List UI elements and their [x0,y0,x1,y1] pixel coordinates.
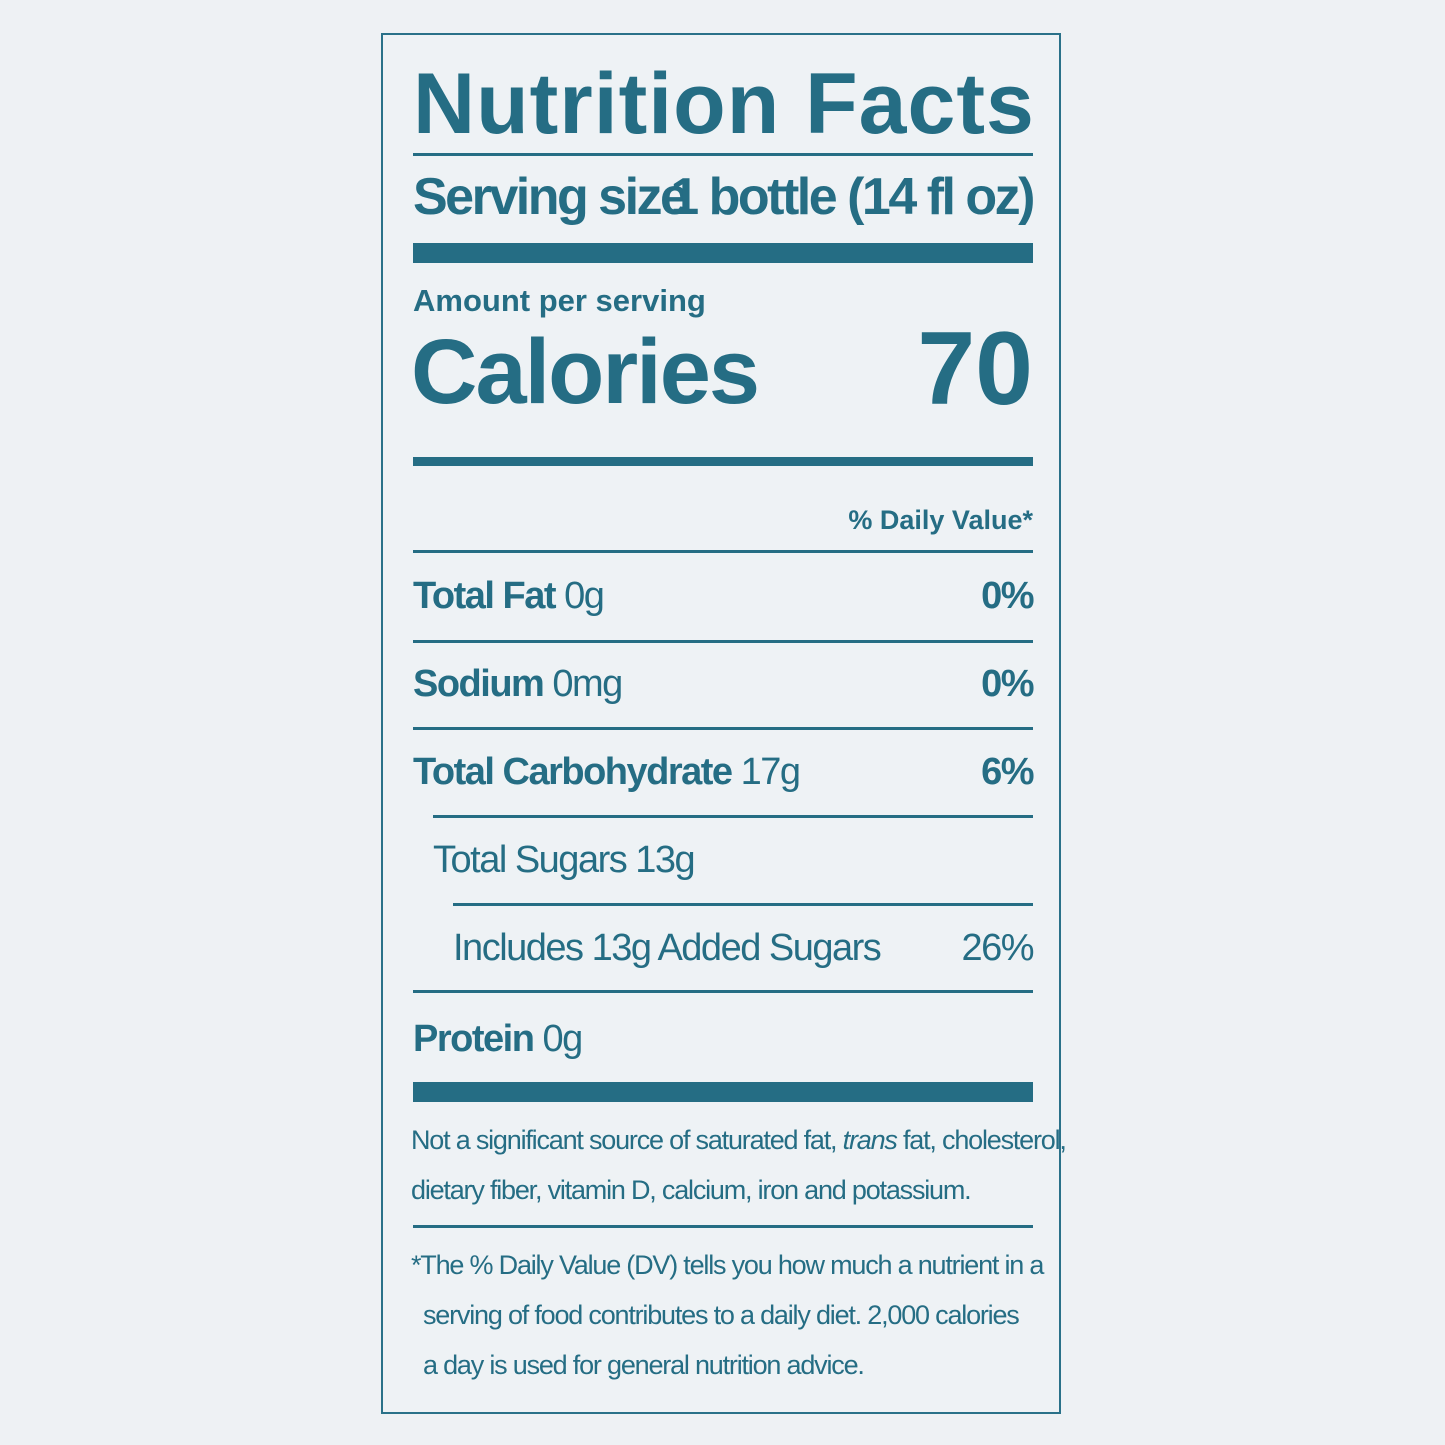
serving-size-value: 1 bottle (14 fl oz) [670,168,1035,226]
footnote-line3: a day is used for general nutrition advi… [423,1350,865,1380]
nutrient-row-added-sugars: Includes 13g Added Sugars 26% [453,927,1034,970]
nutrient-amount: 0g [542,1018,583,1060]
divider [413,550,1033,553]
thick-divider [413,1082,1033,1102]
nutrient-row-protein: Protein 0g [413,1018,1033,1061]
nutrient-name: Sodium [413,663,545,705]
divider [433,815,1033,818]
medium-divider [413,457,1033,466]
nutrient-dv: 0% [981,575,1034,617]
divider [413,990,1033,993]
nutrient-name: Total Carbohydrate [413,751,733,793]
note-text: Not a significant source of saturated fa… [411,1125,843,1155]
label-title: Nutrition Facts [413,56,1035,152]
not-significant-note: Not a significant source of saturated fa… [411,1125,1067,1156]
nutrient-name: Total Fat [413,575,557,617]
nutrient-name: Protein [413,1018,535,1060]
footnote-line1: *The % Daily Value (DV) tells you how mu… [411,1250,1044,1280]
note-trans: trans [842,1125,898,1155]
serving-size-label: Serving size [413,168,689,226]
nutrient-dv: 0% [981,663,1034,705]
not-significant-note-line2: dietary fiber, vitamin D, calcium, iron … [411,1175,972,1205]
nutrient-amount: 17g [740,751,801,793]
nutrient-row-total-sugars: Total Sugars 13g [433,839,1033,882]
divider [413,153,1033,156]
amount-per-serving: Amount per serving [413,283,706,318]
daily-value-header: % Daily Value* [848,505,1033,535]
divider [413,640,1033,643]
calories-label: Calories [411,321,760,423]
calories-value: 70 [917,311,1033,427]
nutrient-row-total-carbohydrate: Total Carbohydrate 17g 6% [413,751,1034,794]
nutrient-row-total-fat: Total Fat 0g 0% [413,575,1034,618]
nutrient-amount: 0g [564,575,605,617]
nutrition-facts-label: Nutrition Facts Serving size 1 bottle (1… [381,33,1067,1414]
thick-divider [413,243,1033,263]
nutrient-dv: 26% [961,927,1034,969]
divider [413,727,1033,730]
note-text: fat, cholesterol, [896,1125,1067,1155]
nutrient-name: Total Sugars 13g [433,839,696,881]
nutrient-row-sodium: Sodium 0mg 0% [413,663,1034,706]
divider [453,903,1033,906]
footnote-line2: serving of food contributes to a daily d… [423,1300,1020,1330]
nutrient-amount: 0mg [552,663,623,705]
nutrient-dv: 6% [981,751,1034,793]
nutrient-name: Includes 13g Added Sugars [453,927,882,969]
divider [413,1225,1033,1228]
